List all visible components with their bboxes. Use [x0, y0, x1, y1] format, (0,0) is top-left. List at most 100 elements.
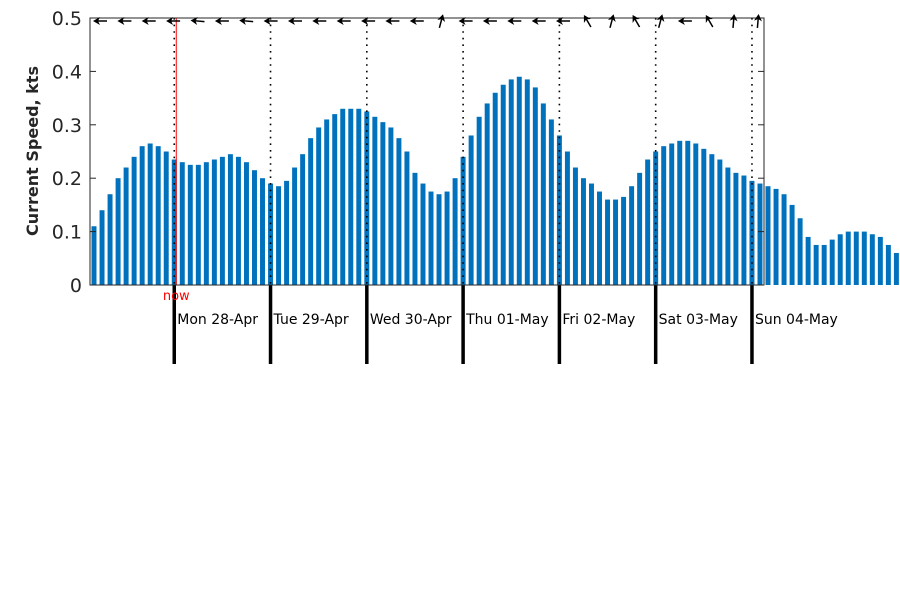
speed-bar	[613, 199, 619, 285]
speed-bar	[219, 156, 225, 285]
speed-bar	[709, 154, 715, 285]
speed-bar	[340, 108, 346, 285]
speed-bar	[805, 236, 811, 285]
speed-bar	[629, 186, 635, 285]
speed-bar	[284, 180, 290, 285]
speed-bar	[572, 167, 578, 285]
arrow-head	[288, 17, 295, 25]
arrow-head	[385, 17, 393, 25]
speed-bar	[564, 151, 570, 285]
arrow-head	[607, 14, 616, 23]
plot-frame	[89, 17, 765, 286]
speed-bar	[163, 151, 169, 285]
arrow-head	[677, 17, 685, 25]
speed-bar	[476, 116, 482, 285]
day-label: Mon 28-Apr	[177, 312, 258, 328]
now-label: now	[163, 289, 190, 304]
current-direction-arrow	[190, 17, 205, 25]
speed-bar	[797, 218, 803, 285]
arrow-head	[437, 14, 446, 23]
speed-bar	[316, 127, 322, 285]
speed-bar	[781, 194, 787, 285]
speed-bar	[669, 143, 675, 285]
arrow-head	[166, 17, 174, 25]
speed-bar	[893, 252, 899, 285]
y-tick-label: 0	[70, 275, 82, 297]
current-direction-arrow	[607, 14, 616, 28]
arrow-head	[507, 17, 515, 25]
speed-bar	[765, 186, 771, 285]
speed-bar	[356, 108, 362, 285]
speed-bar	[725, 167, 731, 285]
speed-bar	[653, 151, 659, 285]
current-direction-arrow	[336, 17, 351, 25]
speed-bar	[837, 234, 843, 285]
y-tick-label: 0.3	[52, 115, 82, 137]
current-direction-arrow	[677, 17, 692, 25]
current-direction-arrow	[239, 17, 254, 25]
speed-bar	[540, 103, 546, 285]
speed-bar	[404, 151, 410, 285]
speed-bar	[348, 108, 354, 285]
arrow-head	[754, 14, 762, 22]
y-tick-label: 0.5	[52, 8, 82, 30]
arrow-head	[458, 17, 466, 25]
current-direction-arrow	[385, 17, 400, 25]
arrow-head	[93, 17, 100, 25]
speed-bar	[589, 183, 594, 285]
speed-bar	[532, 87, 538, 285]
speed-bar	[757, 183, 763, 285]
arrow-head	[263, 17, 271, 25]
current-direction-arrow	[141, 17, 156, 25]
speed-bar	[195, 164, 201, 285]
y-axis-label: Current Speed, kts	[23, 66, 42, 236]
speed-bar	[749, 180, 755, 285]
speed-bar	[91, 226, 97, 285]
speed-bar	[484, 103, 490, 285]
speed-bar	[396, 138, 402, 285]
speed-bar	[252, 170, 257, 285]
arrow-head	[729, 14, 738, 22]
speed-bar	[115, 178, 121, 285]
speed-bar	[741, 175, 747, 285]
arrow-head	[409, 17, 417, 25]
day-label: Thu 01-May	[465, 312, 549, 328]
current-direction-arrow	[117, 17, 132, 25]
speed-bar	[131, 156, 137, 285]
arrow-head	[141, 17, 149, 25]
day-label: Sun 04-May	[755, 312, 838, 328]
speed-bar	[773, 188, 779, 285]
speed-bar	[829, 239, 835, 285]
direction-arrows	[93, 14, 762, 29]
speed-bar	[171, 159, 177, 285]
speed-bar	[717, 159, 723, 285]
current-direction-arrow	[531, 17, 546, 25]
arrow-head	[482, 17, 490, 25]
current-direction-arrow	[409, 17, 424, 25]
current-direction-arrow	[729, 14, 738, 29]
current-direction-arrow	[93, 17, 107, 25]
day-label: Wed 30-Apr	[370, 312, 452, 328]
speed-bar	[516, 76, 522, 286]
speed-bar	[661, 146, 667, 285]
speed-bar	[677, 140, 683, 285]
arrow-head	[656, 14, 665, 23]
speed-bar	[885, 244, 891, 285]
speed-bar	[861, 231, 867, 285]
speed-bar	[637, 172, 643, 285]
speed-bar	[428, 191, 434, 285]
speed-bar	[693, 143, 699, 285]
speed-bar	[597, 191, 602, 285]
speed-bar	[300, 154, 306, 285]
current-direction-arrow	[632, 14, 641, 28]
speed-bar	[845, 231, 851, 285]
current-direction-arrow	[556, 17, 570, 25]
current-direction-arrow	[437, 14, 446, 28]
speed-bar	[324, 119, 330, 286]
current-direction-arrow	[458, 17, 473, 25]
speed-bar	[155, 146, 161, 285]
arrow-head	[632, 14, 640, 23]
arrow-head	[239, 17, 247, 25]
speed-bar	[235, 156, 241, 285]
